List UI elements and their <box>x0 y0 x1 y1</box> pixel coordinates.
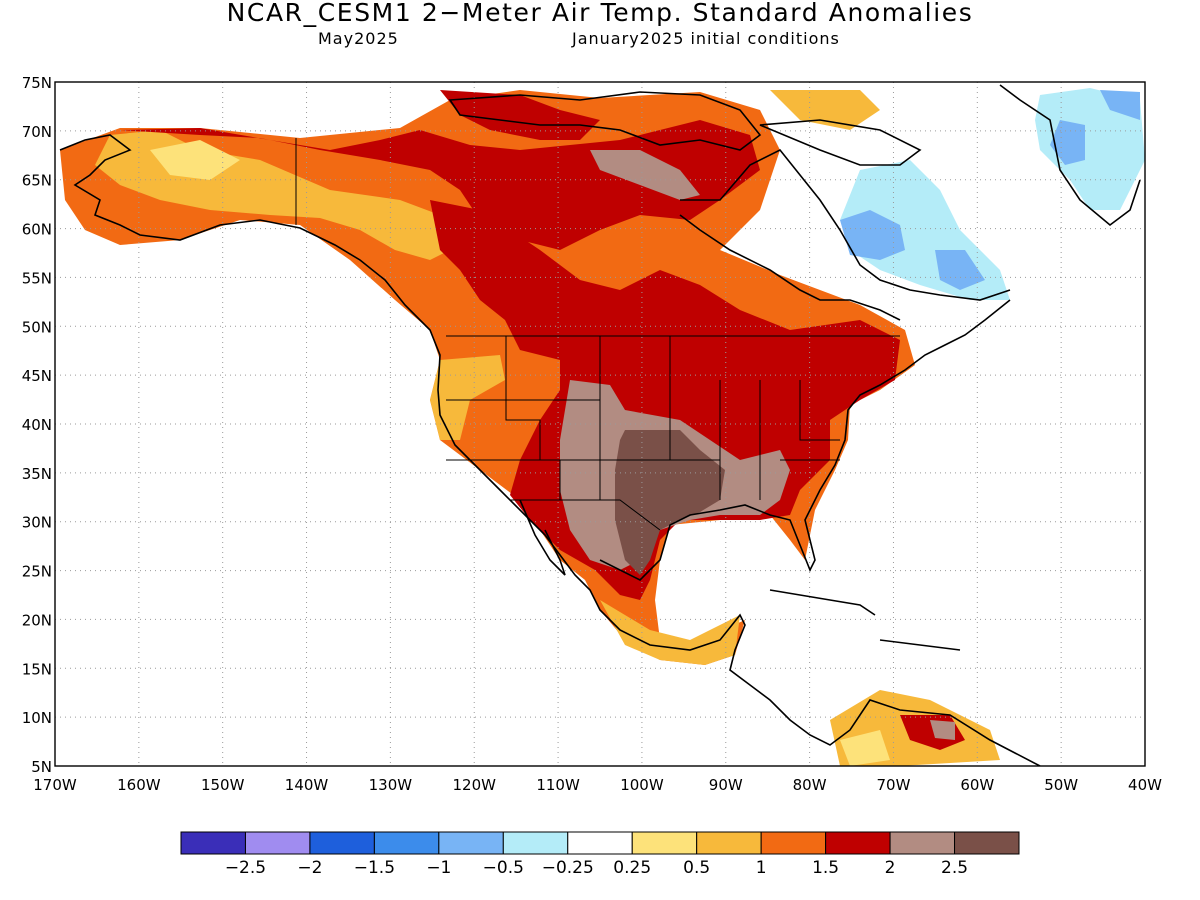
colorbar-swatch <box>825 831 891 855</box>
map-title: NCAR_CESM1 2−Meter Air Temp. Standard An… <box>226 0 974 27</box>
lon-label: 80W <box>793 776 827 794</box>
colorbar-swatch <box>309 831 375 855</box>
anomaly-region-light-orange <box>430 355 505 440</box>
lon-label: 90W <box>709 776 743 794</box>
colorbar-swatch <box>244 831 311 855</box>
colorbar-label: 1.5 <box>812 858 839 878</box>
colorbar-label: −1.5 <box>354 858 395 878</box>
colorbar-label: −2 <box>297 858 322 878</box>
colorbar-swatch <box>502 831 569 855</box>
colorbar-swatch <box>760 831 827 855</box>
colorbar-swatch <box>954 831 1020 855</box>
political-borders <box>295 138 900 531</box>
lat-label: 5N <box>31 758 52 776</box>
anomaly-region-dark-brown <box>615 430 725 575</box>
lat-label: 70N <box>22 123 52 141</box>
lat-label: 45N <box>22 367 52 385</box>
colorbar-label: −0.25 <box>542 858 594 878</box>
forecast-month: May2025 <box>318 29 399 48</box>
lon-label: 130W <box>369 776 413 794</box>
longitude-labels: 170W 160W 150W 140W 130W 120W 110W 100W 90W 80W 70… <box>33 776 1162 794</box>
lat-label: 35N <box>22 465 52 483</box>
lat-label: 75N <box>22 74 52 92</box>
lat-label: 65N <box>22 172 52 190</box>
lon-label: 170W <box>33 776 77 794</box>
colorbar-label: 0.5 <box>683 858 710 878</box>
lat-label: 25N <box>22 563 52 581</box>
anomaly-shading <box>60 88 1145 766</box>
lon-label: 100W <box>620 776 664 794</box>
coastlines <box>59 84 1141 766</box>
colorbar-label: 0.25 <box>613 858 651 878</box>
lat-label: 10N <box>22 709 52 727</box>
lat-label: 55N <box>22 269 52 287</box>
lon-label: 150W <box>201 776 245 794</box>
lon-label: 120W <box>452 776 496 794</box>
colorbar-swatch <box>889 831 956 855</box>
colorbar: −2.5 −2 −1.5 −1 −0.5 −0.25 0.25 0.5 1 1.5 2 2.5 <box>180 831 1020 878</box>
colorbar-label: 1 <box>756 858 767 878</box>
lat-label: 40N <box>22 416 52 434</box>
latitude-labels: 75N 70N 65N 60N 55N 50N 45N 40N 35N 30N 25N 20N 15N 1… <box>22 74 52 776</box>
colorbar-label: 2 <box>885 858 896 878</box>
lat-label: 20N <box>22 611 52 629</box>
lat-label: 15N <box>22 660 52 678</box>
colorbar-swatch <box>631 831 698 855</box>
colorbar-label: −1 <box>426 858 451 878</box>
lon-label: 160W <box>117 776 161 794</box>
colorbar-label: 2.5 <box>941 858 968 878</box>
colorbar-swatch <box>567 831 633 855</box>
lon-label: 140W <box>285 776 329 794</box>
lon-label: 50W <box>1044 776 1078 794</box>
colorbar-swatch <box>180 831 246 855</box>
colorbar-label: −0.5 <box>483 858 524 878</box>
map-frame <box>54 81 1146 767</box>
lon-label: 70W <box>877 776 911 794</box>
colorbar-swatch <box>373 831 440 855</box>
anomaly-region-cool <box>840 210 905 260</box>
colorbar-label: −2.5 <box>225 858 266 878</box>
lat-label: 60N <box>22 221 52 239</box>
lon-label: 60W <box>960 776 994 794</box>
colorbar-swatch <box>438 831 504 855</box>
lat-label: 50N <box>22 318 52 336</box>
lon-label: 40W <box>1128 776 1162 794</box>
colorbar-swatch <box>696 831 762 855</box>
lat-label: 30N <box>22 514 52 532</box>
initial-conditions: January2025 initial conditions <box>572 29 840 48</box>
lon-label: 110W <box>536 776 580 794</box>
